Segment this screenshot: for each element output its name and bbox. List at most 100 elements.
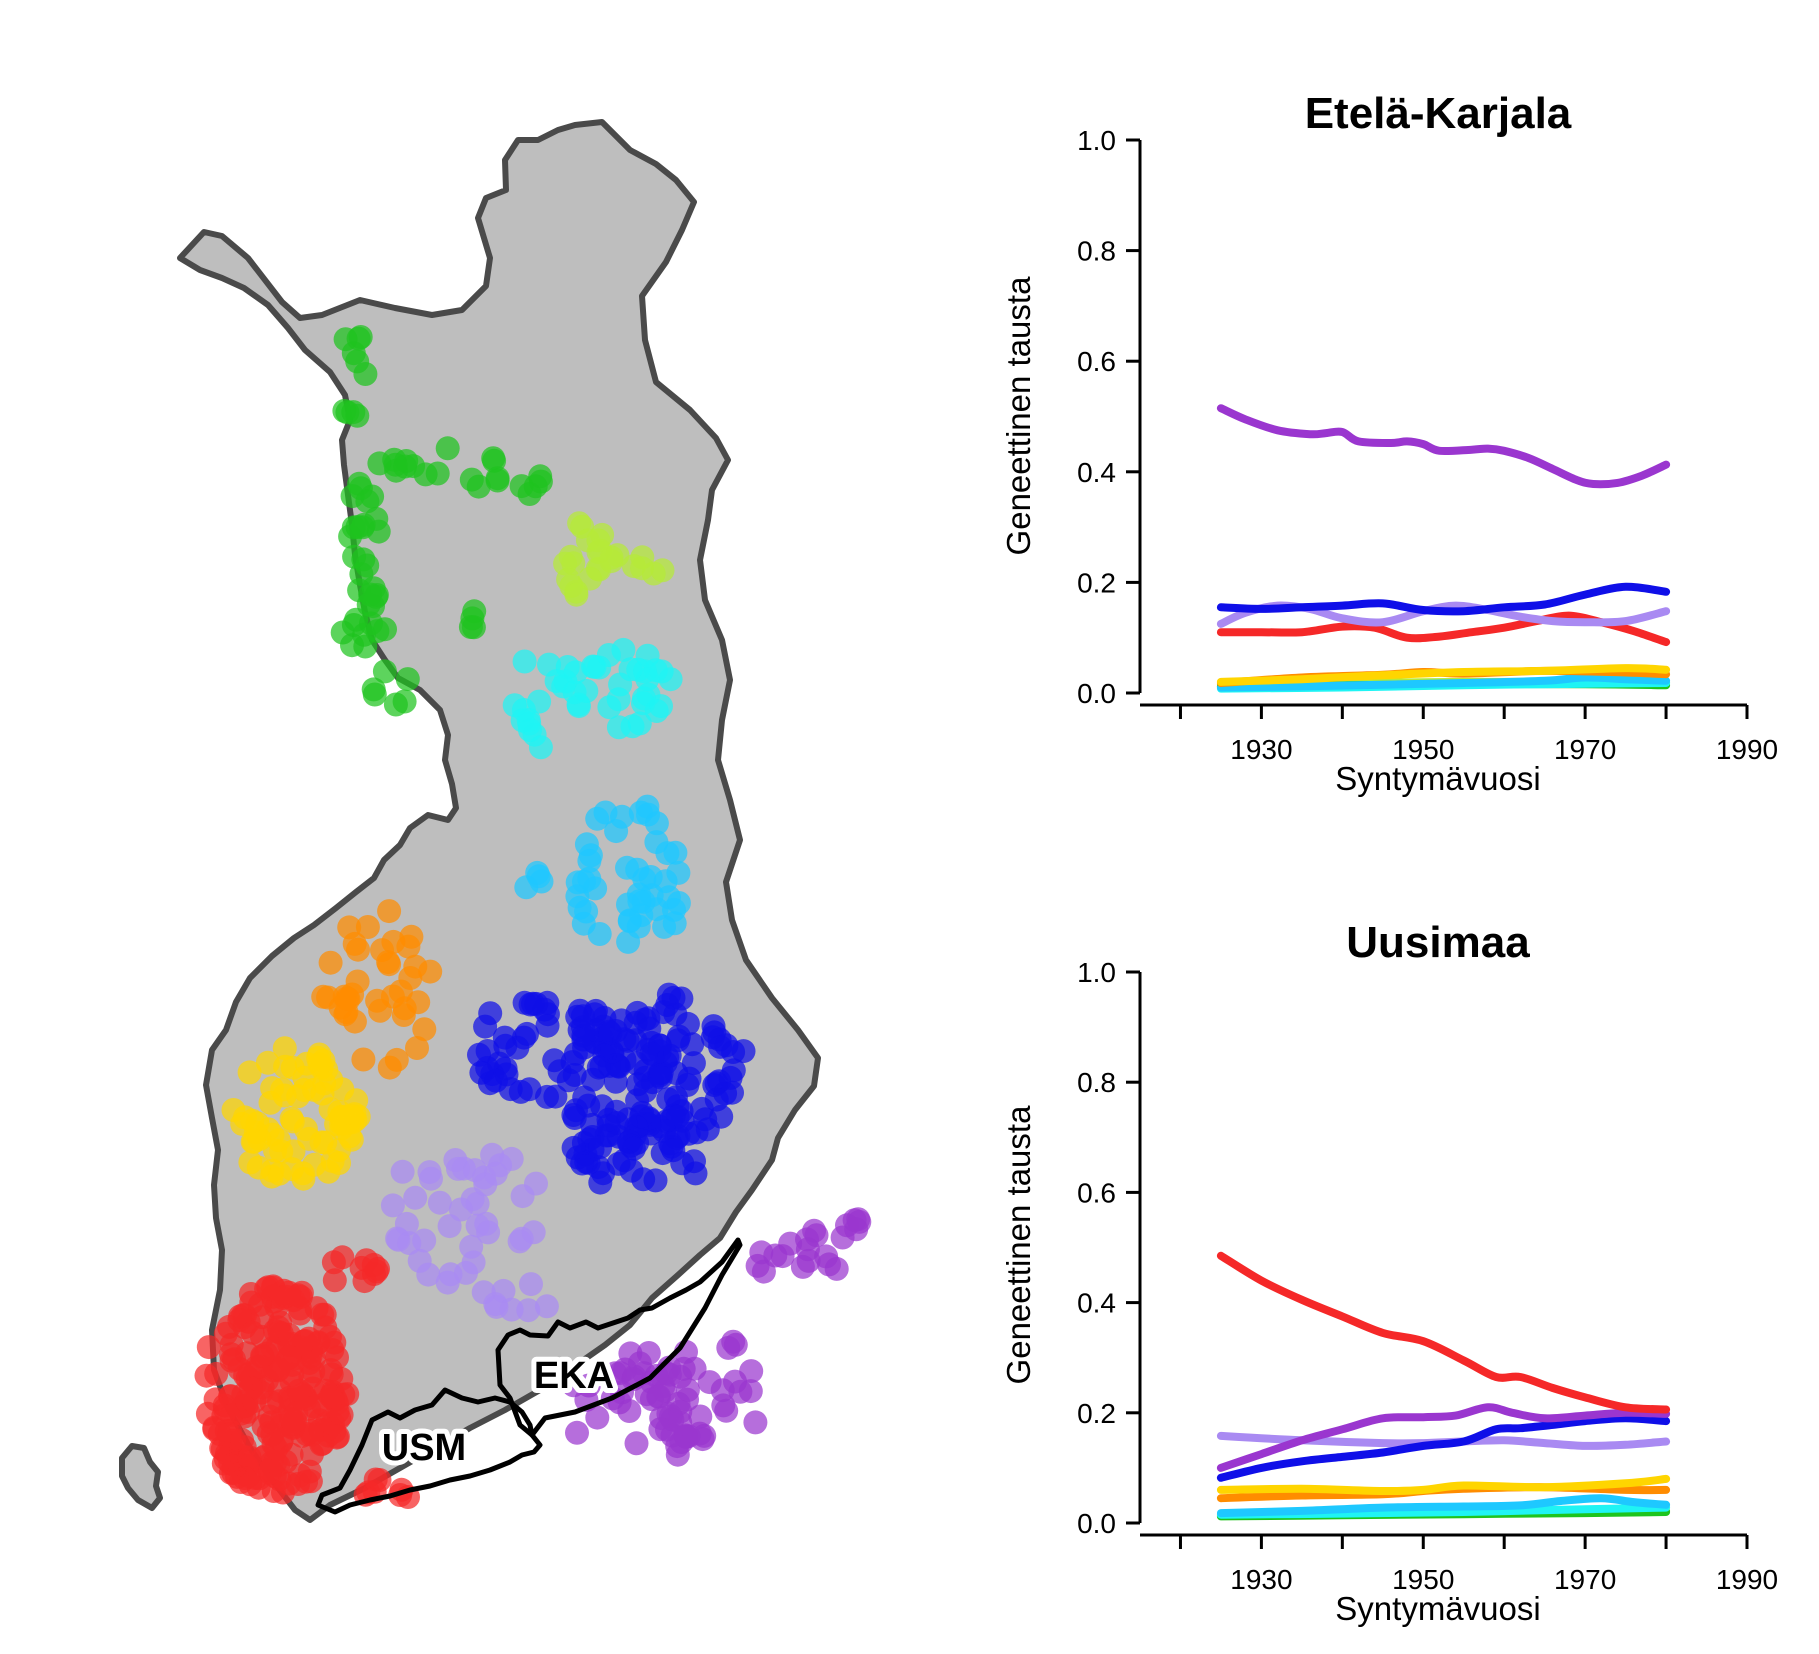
chart-series [1216, 404, 1671, 693]
sample-dot-blue [469, 1060, 494, 1085]
sample-dot-lavender [446, 1156, 470, 1181]
sample-dot-gold [273, 1054, 298, 1079]
sample-dot-skyblue [616, 892, 640, 917]
sample-dot-red [312, 1302, 337, 1327]
sample-dot-blue [643, 1168, 668, 1193]
x-tick-label: 1930 [1230, 1564, 1292, 1595]
sample-dot-gold [270, 1077, 295, 1102]
sample-dot-red [213, 1321, 238, 1346]
sample-dot-cyan [527, 689, 552, 714]
sample-dot-green [485, 466, 510, 491]
sample-dot-skyblue [655, 841, 680, 866]
sample-dot-blue [605, 1053, 630, 1077]
sample-dot-lavender [499, 1146, 524, 1171]
sample-dot-blue [675, 1073, 700, 1097]
sample-dot-purple [561, 1373, 586, 1398]
sample-dot-red [325, 1424, 350, 1449]
x-tick-label: 1990 [1716, 734, 1778, 765]
sample-dot-lavender [534, 1294, 559, 1319]
sample-dot-gold [309, 1130, 334, 1155]
y-tick-label: 1.0 [1077, 125, 1116, 156]
sample-dot-cyan [644, 699, 669, 723]
sample-dot-lavender [407, 1248, 432, 1273]
sample-dot-skyblue [662, 911, 687, 936]
sample-dot-red [296, 1326, 321, 1351]
sample-dot-gold [272, 1036, 297, 1061]
sample-dot-green [355, 489, 380, 514]
sample-dot-blue [612, 1148, 637, 1173]
sample-dot-green [365, 619, 390, 644]
sample-dot-cyan [528, 735, 553, 760]
sample-dot-green [413, 462, 438, 487]
sample-dot-orange [355, 915, 380, 939]
sample-dot-blue [467, 1042, 491, 1067]
sample-dot-blue [586, 1055, 611, 1080]
sample-dot-red [264, 1436, 289, 1461]
sample-dot-cyan [620, 714, 645, 739]
y-tick-label: 0.6 [1077, 346, 1116, 377]
sample-dot-red [227, 1356, 252, 1381]
sample-dot-red [222, 1428, 246, 1453]
sample-dot-green [395, 667, 420, 692]
sample-dot-purple [647, 1384, 672, 1409]
sample-dot-skyblue [525, 860, 550, 885]
sample-dot-lavender [419, 1166, 443, 1191]
sample-dot-green [460, 606, 485, 631]
sample-dot-blue [588, 1135, 613, 1160]
series-line [1216, 404, 1671, 489]
sample-dot-skyblue [666, 860, 691, 885]
series-line [1216, 1414, 1671, 1482]
sample-dot-green [435, 436, 460, 461]
sample-dot-red [196, 1335, 221, 1360]
sample-dot-blue [473, 1014, 498, 1039]
sample-dot-gold [240, 1108, 265, 1133]
sample-dot-skyblue [628, 800, 653, 825]
sample-dot-green [341, 613, 366, 637]
sample-dot-orange [376, 950, 401, 975]
sample-dot-blue [517, 1077, 542, 1102]
sample-dot-gold [337, 1124, 362, 1149]
sample-dot-purple [796, 1248, 821, 1273]
sample-dot-purple [648, 1417, 673, 1442]
sample-dot-purple [624, 1431, 649, 1456]
chart-axes: 0.0 0.2 0.4 0.6 0.8 1.0 1930 1950 1970 1990 [1077, 125, 1778, 765]
sample-dot-red [296, 1396, 321, 1421]
sample-dot-blue [704, 1087, 729, 1112]
sample-dot-orange [381, 929, 406, 954]
sample-dot-lavender [435, 1270, 460, 1295]
sample-dot-gold [307, 1042, 332, 1067]
sample-dot-orange [418, 959, 443, 984]
sample-dot-lavender [412, 1228, 437, 1253]
sample-dot-blue [547, 1059, 572, 1084]
finland-map: EKA USM [119, 119, 872, 1523]
sample-dot-red [330, 1245, 355, 1270]
sample-dot-lavender [483, 1292, 508, 1317]
chart-title: Uusimaa [1346, 918, 1530, 967]
sample-dot-purple [682, 1356, 707, 1381]
sample-dot-blue [647, 1039, 672, 1064]
sample-dot-yellowgreen [564, 582, 589, 607]
sample-dot-orange [388, 979, 413, 1004]
series-line [1216, 1403, 1671, 1472]
sample-dot-yellowgreen [558, 544, 583, 569]
x-tick-label: 1930 [1230, 734, 1292, 765]
y-tick-label: 0.4 [1077, 457, 1116, 488]
sample-dot-orange [311, 984, 336, 1009]
sample-dot-gold [237, 1060, 262, 1085]
x-tick-label: 1990 [1716, 1564, 1778, 1595]
y-tick-label: 0.6 [1077, 1177, 1116, 1208]
sample-dot-purple [738, 1379, 763, 1404]
series-line [1216, 1494, 1671, 1518]
sample-dot-red [318, 1324, 342, 1349]
x-axis-label: Syntymävuosi [1335, 760, 1540, 797]
sample-dot-yellowgreen [650, 558, 675, 583]
sample-dot-green [341, 400, 366, 425]
sample-dot-cyan [618, 657, 643, 682]
series-line [1216, 582, 1671, 616]
sample-dot-blue [649, 1060, 674, 1085]
eka-region-border [495, 1237, 743, 1438]
sample-dot-blue [665, 1028, 690, 1053]
sample-dot-purple [589, 1361, 614, 1385]
sample-dot-blue [661, 1138, 686, 1163]
sample-dot-gold [340, 1104, 365, 1129]
